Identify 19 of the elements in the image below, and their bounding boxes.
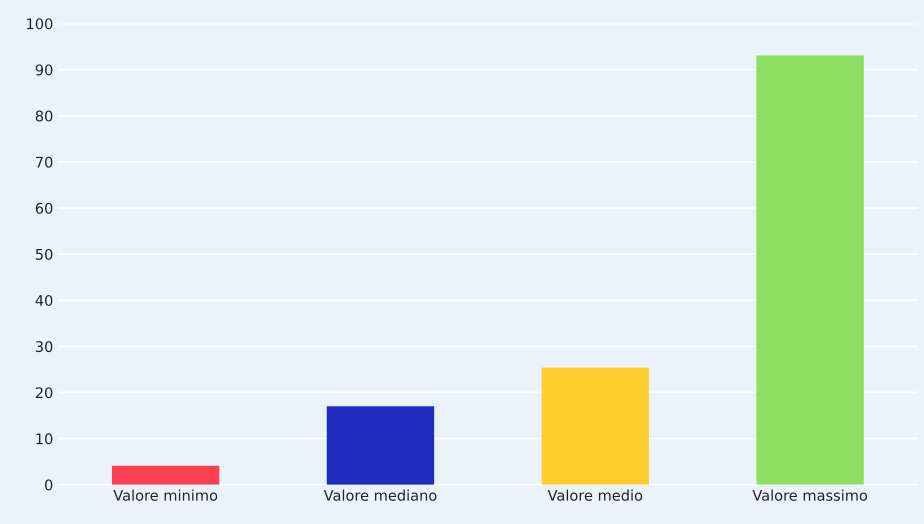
y-tick-label: 0 bbox=[45, 479, 52, 490]
bar bbox=[112, 466, 220, 485]
bar bbox=[326, 406, 434, 485]
y-tick-label: 20 bbox=[36, 387, 52, 398]
bar bbox=[542, 368, 649, 485]
y-tick-label: 100 bbox=[27, 18, 52, 30]
y-tick-label: 30 bbox=[36, 341, 52, 352]
x-tick-label: Valore minimo bbox=[113, 490, 218, 501]
y-tick-label: 70 bbox=[36, 156, 52, 168]
x-tick-label: Valore massimo bbox=[752, 490, 868, 501]
bar bbox=[756, 55, 864, 485]
y-tick-label: 40 bbox=[36, 294, 52, 306]
y-tick-label: 10 bbox=[36, 433, 52, 444]
y-tick-label: 60 bbox=[36, 202, 52, 214]
y-tick-label: 50 bbox=[36, 248, 52, 260]
x-tick-label: Valore medio bbox=[548, 490, 642, 501]
x-tick-label: Valore mediano bbox=[324, 490, 436, 501]
y-tick-label: 90 bbox=[36, 64, 52, 76]
y-tick-label: 80 bbox=[36, 110, 52, 122]
